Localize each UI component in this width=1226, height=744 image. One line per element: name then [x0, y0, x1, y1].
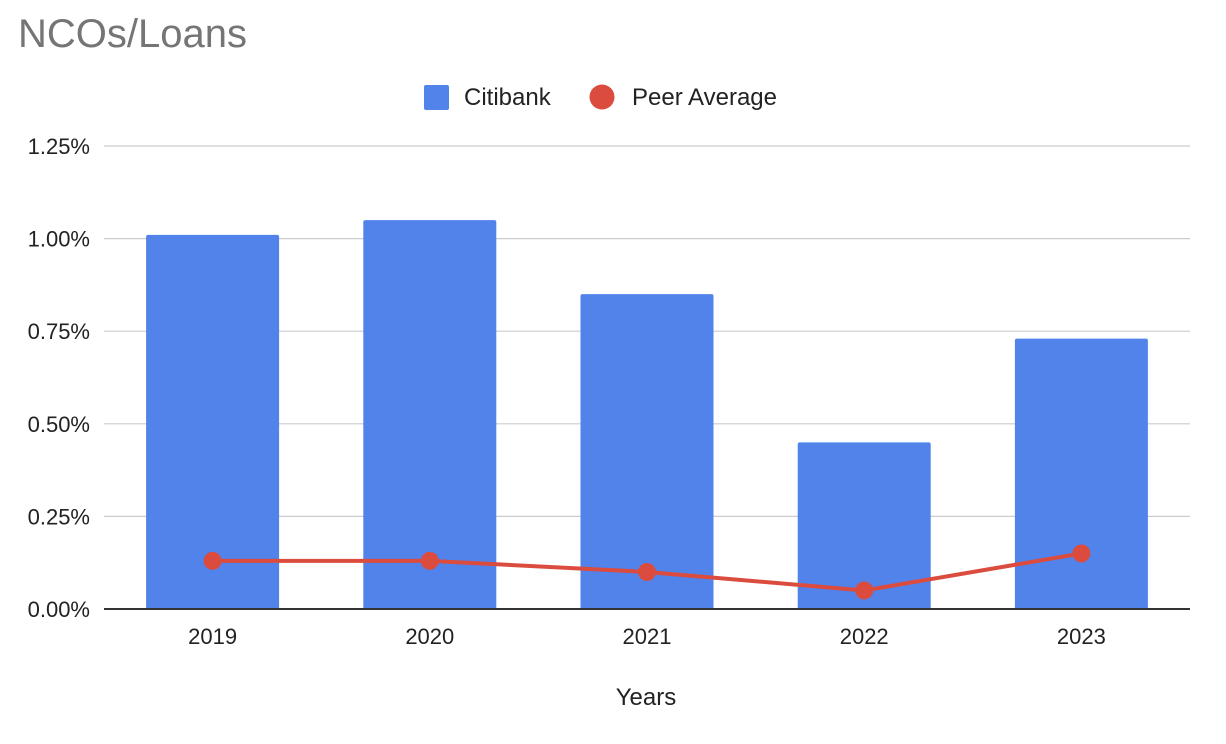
legend-label-citibank: Citibank	[464, 84, 552, 111]
legend-swatch-citibank	[424, 85, 449, 110]
point-peer-average-2020	[420, 551, 439, 570]
point-peer-average-2019	[203, 551, 222, 570]
bar-citibank-2023	[1014, 338, 1148, 609]
y-tick-label: 1.25%	[28, 134, 90, 159]
point-peer-average-2022	[855, 581, 874, 600]
x-tick-label: 2023	[1057, 624, 1106, 649]
y-tick-label: 0.75%	[28, 319, 90, 344]
bar-citibank-2021	[580, 294, 714, 609]
legend-swatch-peer-average	[589, 84, 615, 110]
legend-label-peer-average: Peer Average	[632, 84, 777, 111]
x-tick-label: 2020	[405, 624, 454, 649]
y-tick-label: 0.25%	[28, 504, 90, 529]
y-axis-labels: 0.00% 0.25% 0.50% 0.75% 1.00% 1.25%	[28, 134, 90, 622]
bar-citibank-2022	[797, 442, 931, 609]
x-tick-label: 2021	[623, 624, 672, 649]
bar-series-citibank	[146, 220, 1148, 609]
x-axis-labels: 2019 2020 2021 2022 2023	[188, 624, 1106, 649]
bar-citibank-2020	[363, 220, 497, 609]
legend: Citibank Peer Average	[424, 84, 777, 111]
x-tick-label: 2019	[188, 624, 237, 649]
y-tick-label: 0.00%	[28, 597, 90, 622]
point-peer-average-2023	[1072, 544, 1091, 563]
x-tick-label: 2022	[840, 624, 889, 649]
x-axis-title: Years	[616, 684, 677, 711]
bar-citibank-2019	[146, 234, 280, 609]
y-tick-label: 1.00%	[28, 227, 90, 252]
line-series-peer-average	[203, 544, 1091, 600]
chart-title: NCOs/Loans	[18, 12, 247, 56]
y-tick-label: 0.50%	[28, 412, 90, 437]
point-peer-average-2021	[638, 562, 656, 581]
